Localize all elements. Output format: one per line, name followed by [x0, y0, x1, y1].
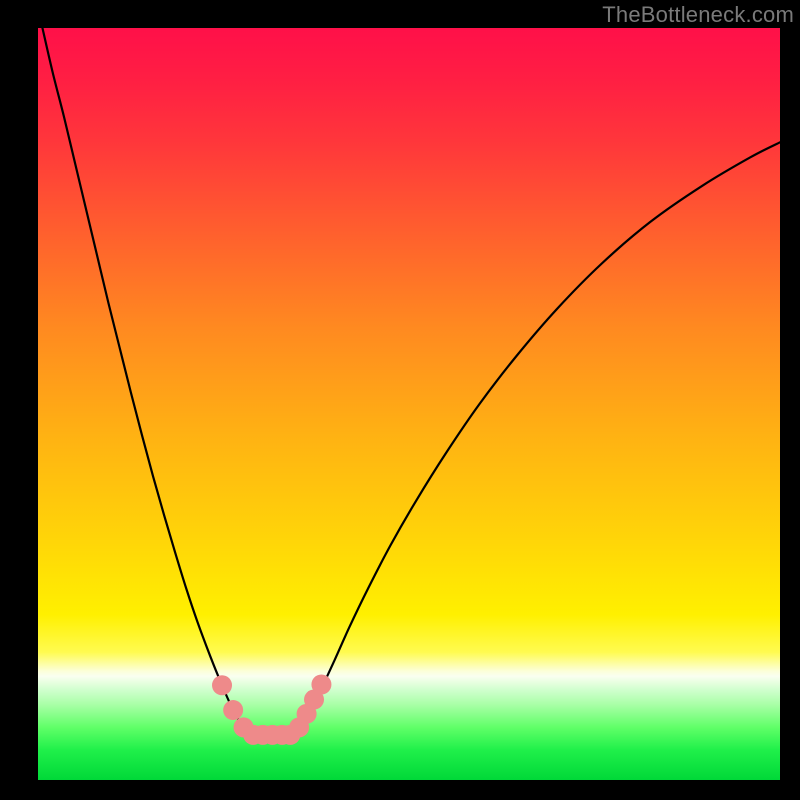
chart-canvas: TheBottleneck.com: [0, 0, 800, 800]
data-marker: [223, 700, 243, 720]
plot-area: [38, 28, 780, 780]
data-marker: [311, 675, 331, 695]
data-marker: [212, 675, 232, 695]
gradient-background: [38, 28, 780, 780]
watermark-text: TheBottleneck.com: [602, 2, 794, 28]
